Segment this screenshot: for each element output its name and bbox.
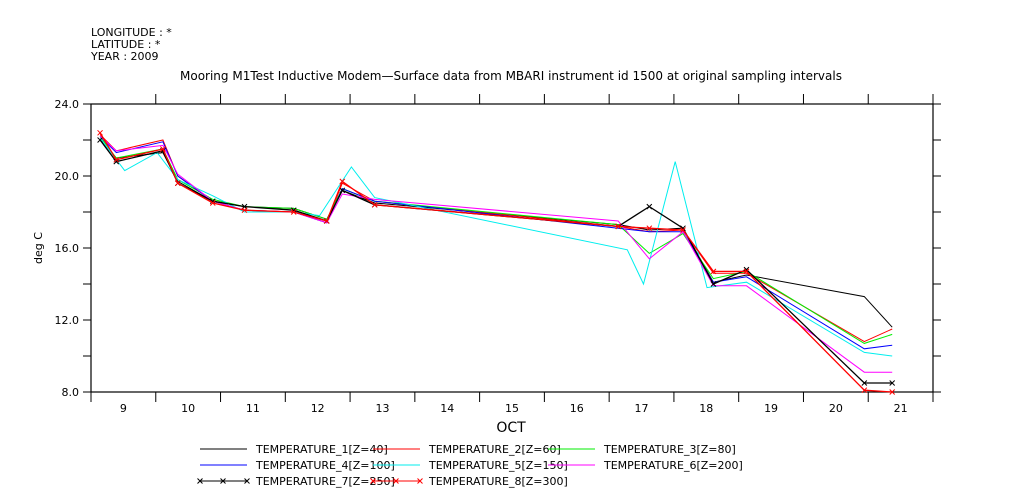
data-point-marker <box>710 268 717 275</box>
y-tick-label: 20.0 <box>55 170 80 183</box>
data-point-marker <box>743 268 750 275</box>
x-axis-label: OCT <box>496 420 526 436</box>
x-tick-label: 12 <box>311 402 325 415</box>
x-tick-label: 18 <box>699 402 713 415</box>
y-axis-label: deg C <box>32 232 45 264</box>
legend-marker <box>393 478 399 484</box>
x-tick-label: 13 <box>375 402 389 415</box>
legend-item: TEMPERATURE_7[Z=250] <box>197 475 395 488</box>
x-tick-label: 19 <box>764 402 778 415</box>
series-2 <box>99 134 893 343</box>
data-point-marker <box>97 137 103 143</box>
data-point-marker <box>113 156 120 163</box>
legend-item: TEMPERATURE_4[Z=100] <box>200 459 395 472</box>
series-line <box>99 136 893 373</box>
legend-marker <box>370 478 376 484</box>
series-line <box>99 136 893 350</box>
data-point-marker <box>861 380 868 386</box>
data-point-marker <box>339 178 346 185</box>
x-tick-label: 14 <box>440 402 454 415</box>
legend-label: TEMPERATURE_7[Z=250] <box>255 475 395 488</box>
legend-item: TEMPERATURE_3[Z=80] <box>548 443 736 456</box>
legend-item: TEMPERATURE_8[Z=300] <box>370 475 568 488</box>
legend-item: TEMPERATURE_5[Z=150] <box>373 459 568 472</box>
data-point-marker <box>889 389 896 395</box>
axes: 8.0 12.0 16.0 20.0 24.0 9 10 11 12 13 14 15 16 17 18 19… <box>55 94 941 415</box>
x-tick-label: 16 <box>570 402 584 415</box>
legend-label: TEMPERATURE_1[Z=40] <box>255 443 388 456</box>
legend: TEMPERATURE_1[Z=40] TEMPERATURE_2[Z=60] TE… <box>197 443 743 488</box>
data-point-marker <box>889 380 896 386</box>
plot-frame <box>90 103 934 393</box>
data-point-marker <box>371 201 378 208</box>
legend-label: TEMPERATURE_5[Z=150] <box>428 459 568 472</box>
data-point-marker <box>646 203 653 210</box>
y-tick-label: 16.0 <box>55 242 80 255</box>
series-line <box>99 139 893 384</box>
x-tick-label: 10 <box>181 402 195 415</box>
series-8 <box>97 129 896 395</box>
data-point-marker <box>646 225 653 232</box>
legend-label: TEMPERATURE_6[Z=200] <box>603 459 743 472</box>
legend-label: TEMPERATURE_4[Z=100] <box>255 459 395 472</box>
x-tick-label: 17 <box>635 402 649 415</box>
data-point-marker <box>339 187 346 194</box>
series-line <box>99 136 893 344</box>
chart-title: Mooring M1Test Inductive Modem—Surface d… <box>180 69 842 83</box>
y-tick-label: 8.0 <box>62 386 80 399</box>
data-point-marker <box>174 180 181 187</box>
legend-marker <box>244 478 250 484</box>
series-6 <box>99 136 893 373</box>
legend-label: TEMPERATURE_8[Z=300] <box>428 475 568 488</box>
series-line <box>99 134 893 343</box>
series-line <box>99 137 893 357</box>
x-tick-label: 20 <box>829 402 843 415</box>
legend-marker <box>220 478 226 484</box>
legend-item: TEMPERATURE_6[Z=200] <box>548 459 743 472</box>
data-point-marker <box>615 223 622 230</box>
legend-marker <box>197 478 203 484</box>
data-point-marker <box>861 387 868 394</box>
header-longitude: LONGITUDE : * <box>91 26 172 39</box>
series-7 <box>97 137 896 386</box>
x-tick-label: 21 <box>894 402 908 415</box>
series-group <box>97 129 896 395</box>
data-point-marker <box>209 200 216 206</box>
y-tick-label: 24.0 <box>55 98 80 111</box>
data-point-marker <box>241 207 248 214</box>
data-point-marker <box>710 281 717 287</box>
series-line <box>99 132 893 393</box>
x-tick-label: 15 <box>505 402 519 415</box>
legend-item: TEMPERATURE_1[Z=40] <box>200 443 388 456</box>
data-point-marker <box>323 218 330 224</box>
data-point-marker <box>680 227 686 233</box>
y-tick-label: 12.0 <box>55 314 80 327</box>
data-point-marker <box>97 129 103 136</box>
x-tick-label: 9 <box>120 402 127 415</box>
legend-marker <box>417 478 423 484</box>
legend-label: TEMPERATURE_2[Z=60] <box>428 443 561 456</box>
legend-label: TEMPERATURE_3[Z=80] <box>603 443 736 456</box>
series-4 <box>99 136 893 350</box>
data-point-marker <box>290 209 297 215</box>
header-latitude: LATITUDE : * <box>91 38 161 51</box>
header-year: YEAR : 2009 <box>90 50 159 63</box>
series-5 <box>99 137 893 357</box>
data-point-marker <box>160 146 166 152</box>
x-tick-label: 11 <box>246 402 260 415</box>
series-3 <box>99 136 893 344</box>
legend-item: TEMPERATURE_2[Z=60] <box>373 443 561 456</box>
